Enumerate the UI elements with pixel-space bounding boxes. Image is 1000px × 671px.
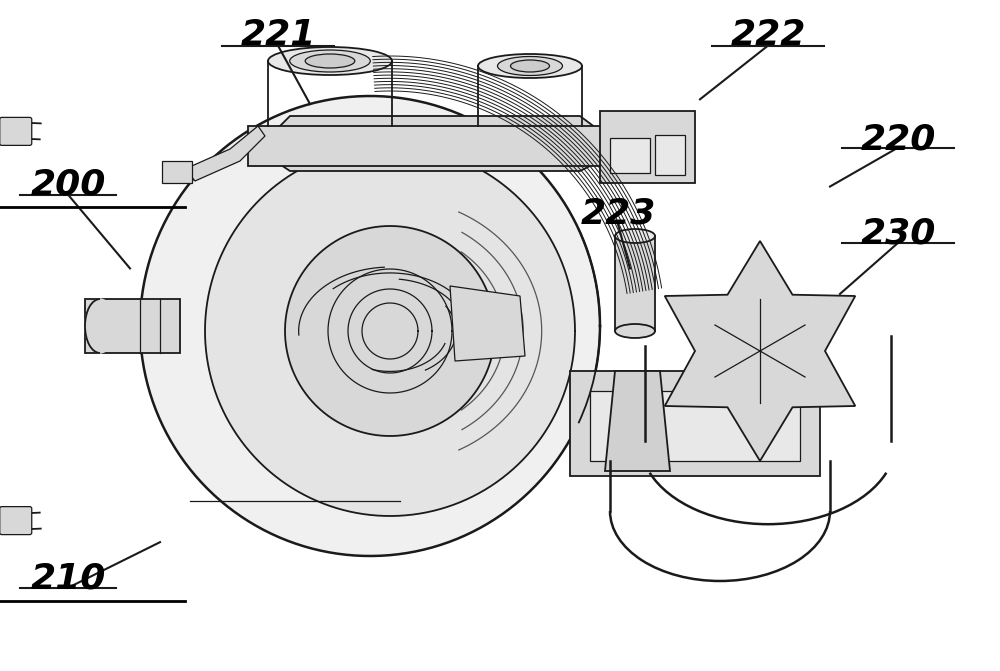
Bar xyxy=(615,236,655,331)
Bar xyxy=(655,135,685,175)
Polygon shape xyxy=(185,126,265,181)
Ellipse shape xyxy=(268,47,392,75)
Ellipse shape xyxy=(290,50,370,72)
Polygon shape xyxy=(140,96,600,556)
Bar xyxy=(590,391,800,461)
Bar xyxy=(610,138,650,173)
Bar xyxy=(600,111,695,183)
Polygon shape xyxy=(450,286,525,361)
Polygon shape xyxy=(205,146,575,516)
Text: 230: 230 xyxy=(860,217,936,250)
Polygon shape xyxy=(605,371,670,471)
FancyBboxPatch shape xyxy=(0,117,32,146)
Polygon shape xyxy=(285,226,495,436)
Polygon shape xyxy=(275,116,600,171)
FancyBboxPatch shape xyxy=(0,507,32,535)
Bar xyxy=(85,299,180,353)
Text: 200: 200 xyxy=(30,168,106,201)
Ellipse shape xyxy=(615,324,655,338)
Bar xyxy=(570,371,820,476)
Ellipse shape xyxy=(498,56,562,76)
Text: 223: 223 xyxy=(580,197,656,230)
Bar xyxy=(162,161,192,183)
Ellipse shape xyxy=(615,229,655,243)
Ellipse shape xyxy=(85,299,115,353)
Ellipse shape xyxy=(511,60,550,72)
Text: 221: 221 xyxy=(240,18,316,52)
Text: 220: 220 xyxy=(860,123,936,156)
Ellipse shape xyxy=(305,54,355,68)
Ellipse shape xyxy=(478,54,582,78)
Text: 222: 222 xyxy=(730,18,806,52)
Polygon shape xyxy=(665,241,855,461)
Text: 210: 210 xyxy=(30,562,106,595)
Bar xyxy=(248,126,650,166)
